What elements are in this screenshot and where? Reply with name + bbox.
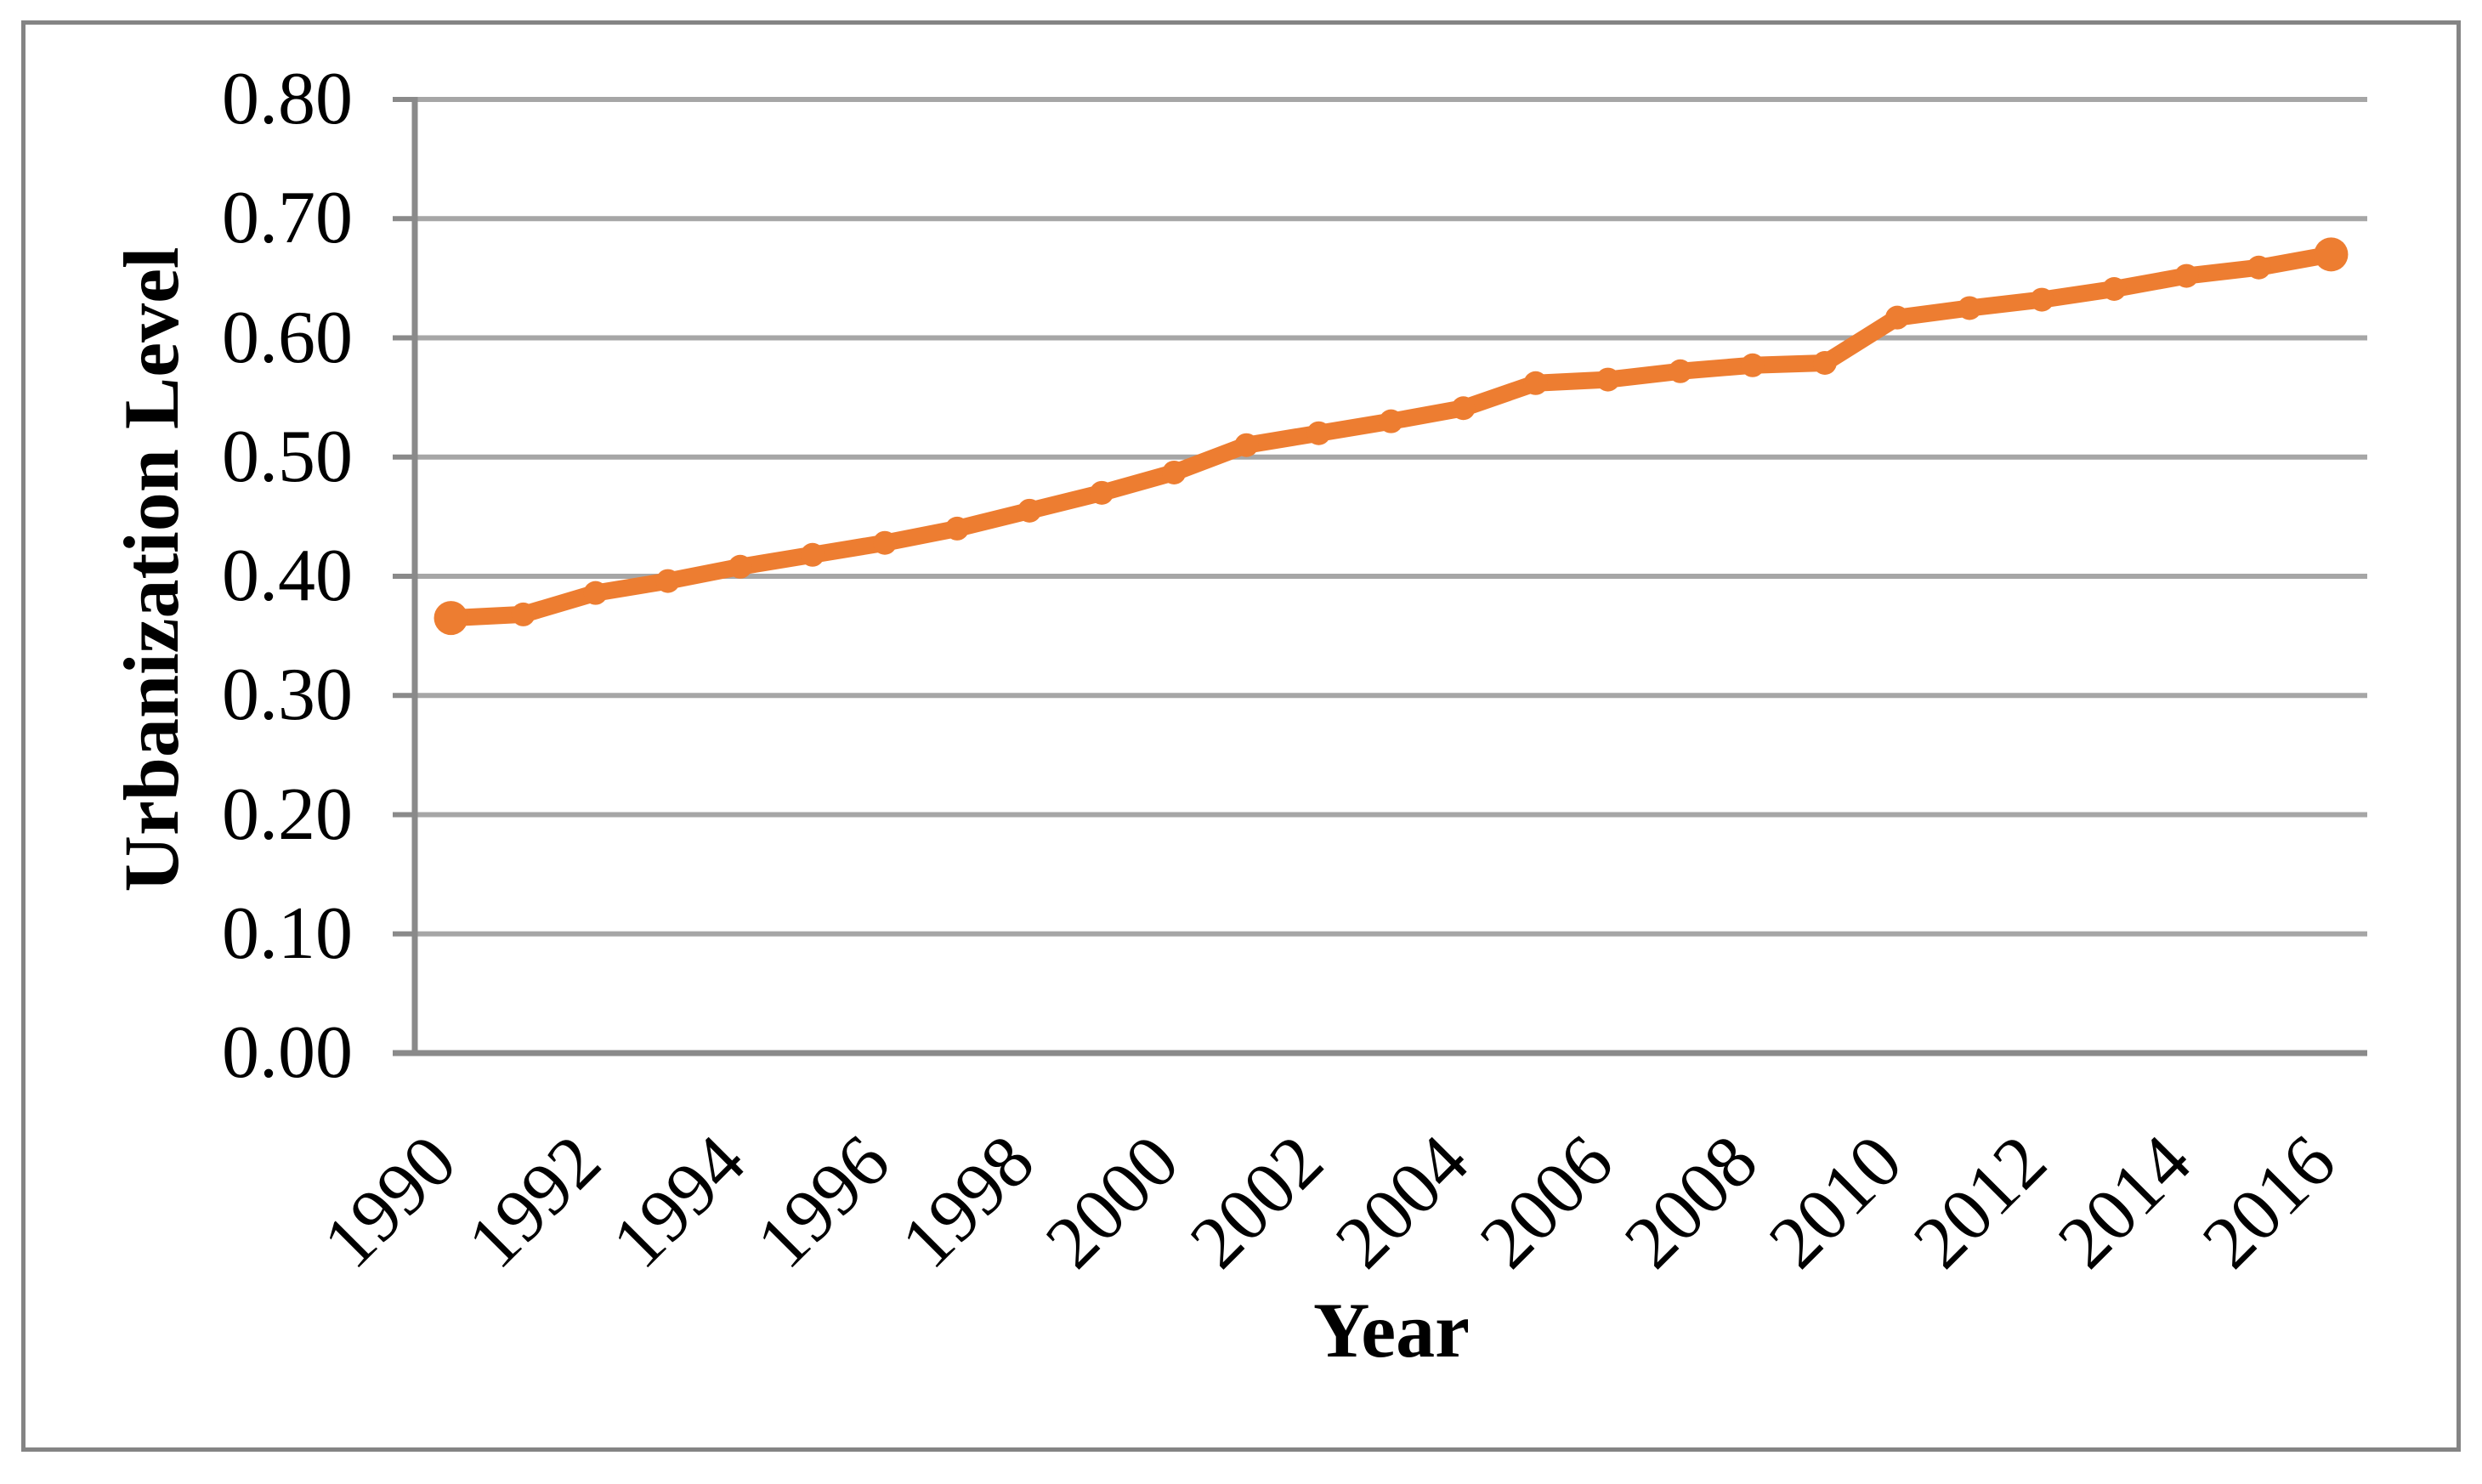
data-point-2014 — [2174, 263, 2199, 288]
y-tick-label-0.00: 0.00 — [222, 1011, 353, 1094]
y-tick-label-0.50: 0.50 — [222, 415, 353, 498]
data-point-2016 — [2314, 237, 2349, 272]
figure-border — [21, 20, 2461, 1452]
y-axis-title: Urbanization Level — [108, 246, 195, 892]
data-point-1997 — [945, 516, 970, 541]
data-point-1994 — [728, 554, 752, 579]
data-point-1991 — [511, 602, 536, 626]
y-tick-label-0.20: 0.20 — [222, 773, 353, 856]
y-tick-label-0.40: 0.40 — [222, 535, 353, 617]
data-point-2013 — [2102, 276, 2127, 301]
data-point-2015 — [2247, 255, 2271, 280]
data-point-2009 — [1812, 350, 1837, 375]
y-tick-label-0.70: 0.70 — [222, 177, 353, 260]
y-tick-label-0.80: 0.80 — [222, 58, 353, 140]
data-point-1995 — [800, 542, 824, 567]
data-point-2006 — [1595, 367, 1620, 392]
data-point-2007 — [1668, 359, 1692, 383]
data-point-1998 — [1017, 498, 1042, 523]
data-point-1993 — [655, 569, 680, 593]
data-point-2000 — [1162, 460, 1187, 484]
data-point-1990 — [434, 601, 468, 636]
y-tick-label-0.30: 0.30 — [222, 654, 353, 737]
data-point-2005 — [1523, 371, 1548, 395]
data-point-1996 — [872, 530, 897, 555]
y-tick-label-0.60: 0.60 — [222, 296, 353, 379]
x-axis-title: Year — [1313, 1287, 1470, 1374]
data-point-2012 — [2030, 287, 2054, 312]
data-point-2010 — [1885, 305, 1910, 330]
data-point-1992 — [583, 581, 608, 605]
data-point-1999 — [1090, 480, 1114, 505]
data-point-2002 — [1306, 421, 1331, 445]
data-point-2008 — [1740, 353, 1765, 377]
y-tick-label-0.10: 0.10 — [222, 892, 353, 975]
data-point-2001 — [1234, 433, 1259, 457]
data-point-2003 — [1379, 409, 1403, 433]
data-point-2011 — [1958, 296, 1982, 320]
data-point-2004 — [1451, 396, 1476, 421]
